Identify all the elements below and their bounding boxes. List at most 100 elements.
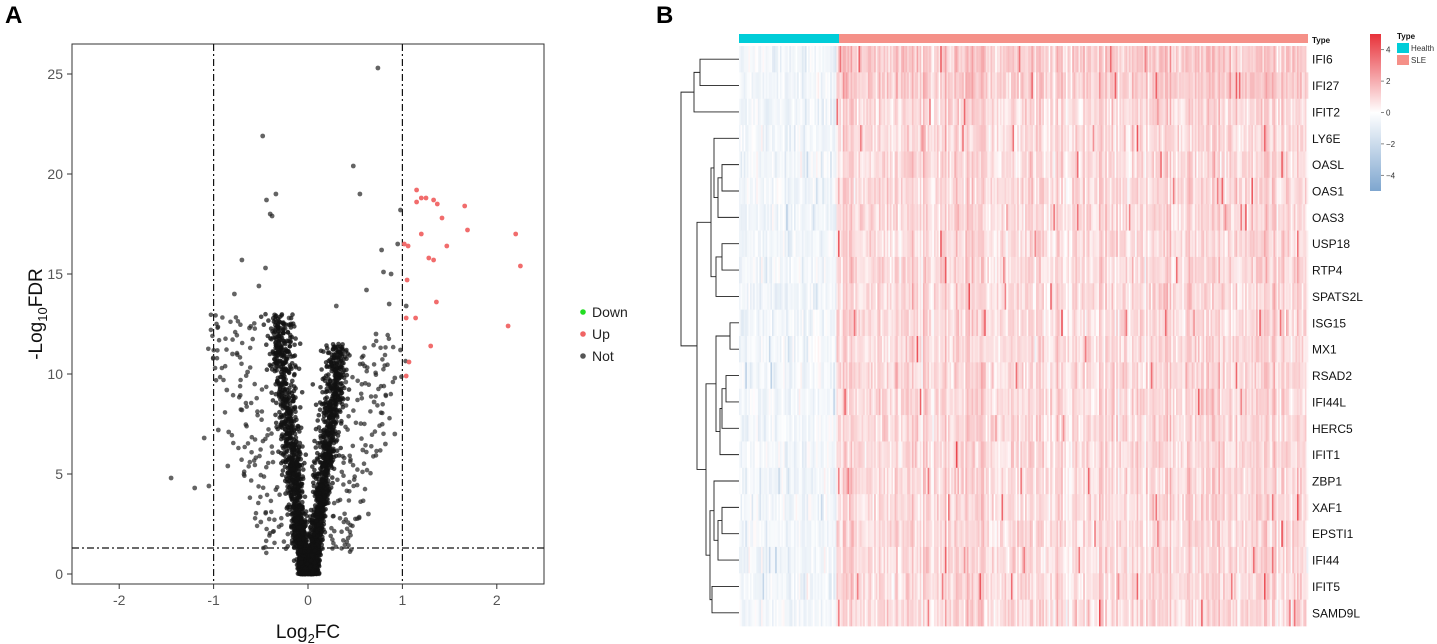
up-point xyxy=(418,195,424,201)
not-point xyxy=(259,417,264,423)
not-point xyxy=(212,365,218,371)
not-point xyxy=(328,398,333,404)
not-point xyxy=(242,444,247,450)
volcano-points xyxy=(168,65,523,577)
not-point xyxy=(239,257,245,263)
not-point xyxy=(272,517,277,523)
not-point xyxy=(392,431,398,437)
not-point xyxy=(266,516,272,522)
not-point xyxy=(318,440,323,446)
not-point xyxy=(322,440,328,445)
not-point xyxy=(361,461,367,467)
not-point xyxy=(264,197,269,203)
not-point xyxy=(325,456,330,461)
not-point xyxy=(259,387,265,392)
not-point xyxy=(285,531,291,537)
not-point xyxy=(296,537,302,542)
not-point xyxy=(279,460,284,466)
not-point xyxy=(312,471,317,477)
not-point xyxy=(375,65,381,71)
y-tick-label: 20 xyxy=(47,166,63,182)
not-point xyxy=(270,350,276,355)
not-point xyxy=(373,338,379,344)
not-point xyxy=(383,345,388,350)
volcano-y-axis-label: -Log10FDR xyxy=(26,268,50,360)
not-point xyxy=(253,510,259,516)
not-point xyxy=(269,431,274,436)
up-point xyxy=(403,315,409,321)
y-label-sub: 10 xyxy=(35,307,50,321)
not-point xyxy=(313,491,319,497)
volcano-x-axis-label: Log2FC xyxy=(276,622,340,644)
not-point xyxy=(362,345,367,351)
not-point xyxy=(226,429,232,435)
not-point xyxy=(388,271,394,277)
not-point xyxy=(330,435,335,440)
not-point xyxy=(327,408,333,414)
not-point xyxy=(331,387,336,392)
not-point xyxy=(323,360,329,365)
not-point xyxy=(378,410,384,416)
not-point xyxy=(282,397,288,402)
not-point xyxy=(236,395,242,400)
not-point xyxy=(260,133,266,139)
not-point xyxy=(375,403,380,408)
not-point xyxy=(273,420,279,426)
not-point xyxy=(373,394,378,399)
not-point xyxy=(215,427,221,433)
not-point xyxy=(346,387,352,392)
not-point xyxy=(273,314,278,319)
health-annotation xyxy=(739,34,839,43)
not-point xyxy=(310,569,316,575)
sle-annotation xyxy=(839,34,1308,43)
not-point xyxy=(330,475,335,480)
not-point xyxy=(292,404,298,410)
legend-not-swatch xyxy=(580,353,586,359)
not-point xyxy=(280,403,286,409)
not-point xyxy=(297,429,302,434)
not-point xyxy=(337,375,342,381)
not-point xyxy=(281,539,287,544)
not-point xyxy=(279,522,284,528)
not-point xyxy=(325,423,330,429)
not-point xyxy=(350,163,356,169)
dendrogram-branch xyxy=(721,506,739,535)
not-point xyxy=(272,540,277,546)
not-point xyxy=(378,345,383,351)
not-point xyxy=(290,466,296,472)
not-point xyxy=(282,427,288,433)
not-point xyxy=(252,437,258,442)
not-point xyxy=(267,211,273,217)
not-point xyxy=(264,367,270,373)
not-point xyxy=(318,385,323,390)
not-point xyxy=(317,539,322,544)
not-point xyxy=(293,452,299,457)
not-point xyxy=(366,382,372,388)
not-point xyxy=(312,438,317,444)
not-point xyxy=(283,366,288,372)
not-point xyxy=(314,554,320,559)
not-point xyxy=(256,283,262,289)
dendrogram-branch xyxy=(705,383,716,556)
volcano-threshold-lines xyxy=(72,44,544,584)
not-point xyxy=(247,495,253,501)
dendrogram-branch xyxy=(721,388,739,429)
not-point xyxy=(309,517,315,523)
not-point xyxy=(230,392,236,398)
not-point xyxy=(252,462,258,468)
not-point xyxy=(317,407,323,413)
not-point xyxy=(280,413,285,419)
not-point xyxy=(274,364,280,369)
not-point xyxy=(335,477,340,483)
not-point xyxy=(337,354,342,359)
y-label-main: -Log xyxy=(26,322,47,360)
legend-up-label: Up xyxy=(592,326,610,342)
not-point xyxy=(318,348,324,354)
not-point xyxy=(299,481,304,487)
x-tick-label: 0 xyxy=(304,592,312,608)
not-point xyxy=(257,453,262,459)
not-point xyxy=(220,315,225,320)
not-point xyxy=(388,391,394,397)
not-point xyxy=(287,416,292,422)
not-point xyxy=(345,351,351,356)
